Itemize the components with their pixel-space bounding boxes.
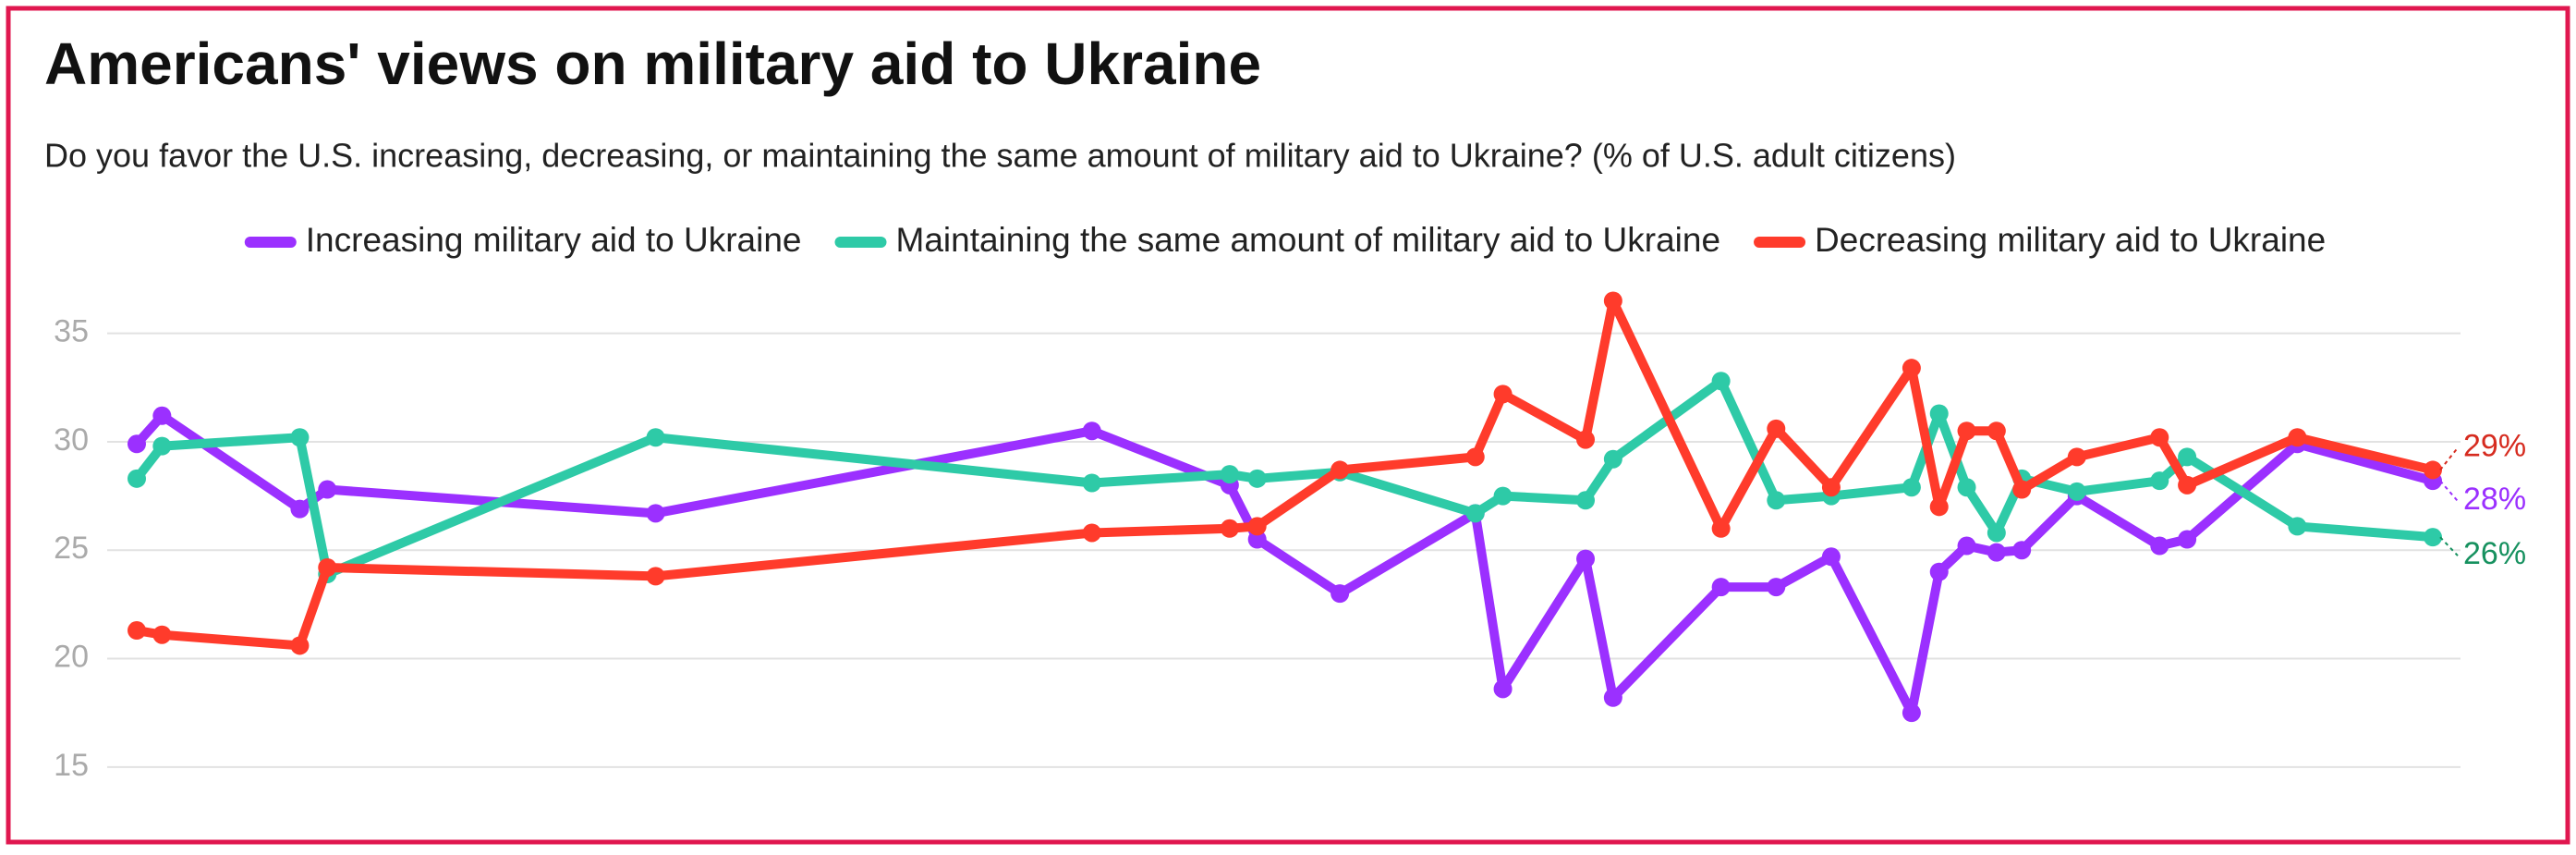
y-tick-label: 20 — [54, 640, 89, 675]
data-point — [2424, 528, 2442, 547]
data-point — [1082, 523, 1101, 543]
legend-label: Maintaining the same amount of military … — [896, 221, 1721, 259]
data-point — [2067, 482, 2086, 501]
data-point — [1987, 523, 2006, 543]
data-point — [1929, 404, 1949, 423]
data-point — [1576, 549, 1596, 568]
data-point — [1711, 372, 1731, 391]
data-point — [290, 428, 310, 447]
data-point — [1493, 486, 1513, 506]
data-point — [1957, 536, 1976, 556]
data-point — [1767, 491, 1786, 510]
series-line — [132, 296, 2437, 651]
y-tick-label: 30 — [54, 422, 89, 458]
data-point — [1082, 421, 1101, 441]
data-point — [1987, 421, 2006, 441]
data-point — [2012, 541, 2032, 560]
data-point — [1711, 519, 1731, 538]
data-point — [290, 636, 310, 655]
data-point — [1465, 447, 1485, 467]
data-point — [1331, 584, 1350, 604]
data-point — [1603, 688, 1622, 707]
frame — [6, 6, 2570, 845]
data-point — [1576, 430, 1596, 449]
data-point — [1247, 469, 1267, 488]
plot: 28% 26% 29% — [128, 291, 2526, 723]
end-label: 28% — [2463, 482, 2526, 517]
data-point — [1465, 504, 1485, 523]
data-point — [1493, 679, 1513, 699]
data-point — [1082, 473, 1101, 493]
y-tick-label: 35 — [54, 314, 89, 349]
data-point — [2150, 471, 2169, 491]
data-point — [1902, 359, 1921, 378]
data-point — [2178, 475, 2197, 495]
data-point — [1711, 578, 1731, 597]
data-point — [1902, 478, 1921, 497]
data-point — [646, 567, 665, 586]
data-point — [2067, 447, 2086, 467]
data-point — [1493, 385, 1513, 404]
leader-line — [2439, 480, 2459, 502]
data-point — [128, 469, 146, 488]
legend-item: Decreasing military aid to Ukraine — [1754, 221, 2326, 259]
data-point — [2012, 480, 2032, 499]
legend-label: Increasing military aid to Ukraine — [306, 221, 802, 259]
data-point — [646, 504, 665, 523]
data-point — [1247, 530, 1267, 549]
data-point — [1929, 497, 1949, 517]
end-label: 26% — [2463, 536, 2526, 571]
data-point — [2150, 536, 2169, 556]
data-point — [1220, 519, 1239, 538]
data-point — [290, 499, 310, 519]
data-point — [1767, 419, 1786, 438]
data-point — [152, 436, 172, 456]
data-point — [1220, 465, 1239, 484]
legend-label: Decreasing military aid to Ukraine — [1815, 221, 2326, 259]
data-point — [152, 625, 172, 644]
legend-item: Maintaining the same amount of military … — [834, 221, 1721, 259]
data-point — [318, 480, 337, 499]
series-line — [132, 410, 2437, 718]
data-point — [1902, 703, 1921, 723]
data-point — [1331, 460, 1350, 480]
data-point — [1247, 517, 1267, 536]
legend-item: Increasing military aid to Ukraine — [244, 221, 802, 259]
data-point — [318, 557, 337, 577]
data-point — [1767, 578, 1786, 597]
legend: Increasing military aid to Ukraine Mainta… — [244, 221, 2326, 259]
data-point — [2288, 428, 2307, 447]
data-point — [2178, 447, 2197, 467]
data-point — [1987, 543, 2006, 562]
data-point — [128, 621, 146, 641]
leader-line — [2439, 446, 2459, 471]
data-point — [1821, 547, 1841, 567]
data-point — [1957, 478, 1976, 497]
chart-subtitle: Do you favor the U.S. increasing, decrea… — [44, 137, 1956, 175]
y-tick-label: 15 — [54, 748, 89, 783]
data-point — [1821, 478, 1841, 497]
data-point — [1603, 449, 1622, 469]
data-point — [1929, 562, 1949, 581]
data-point — [152, 406, 172, 425]
data-point — [2424, 460, 2442, 480]
data-point — [1576, 491, 1596, 510]
data-point — [1603, 291, 1622, 311]
data-point — [646, 428, 665, 447]
data-point — [2288, 517, 2307, 536]
end-label: 29% — [2463, 428, 2526, 463]
data-point — [1957, 421, 1976, 441]
data-point — [2178, 530, 2197, 549]
chart-title: Americans' views on military aid to Ukra… — [44, 31, 1261, 97]
grid: 15 20 25 30 35 — [54, 314, 2461, 783]
data-point — [128, 434, 146, 454]
data-point — [2150, 428, 2169, 447]
y-tick-label: 25 — [54, 531, 89, 566]
